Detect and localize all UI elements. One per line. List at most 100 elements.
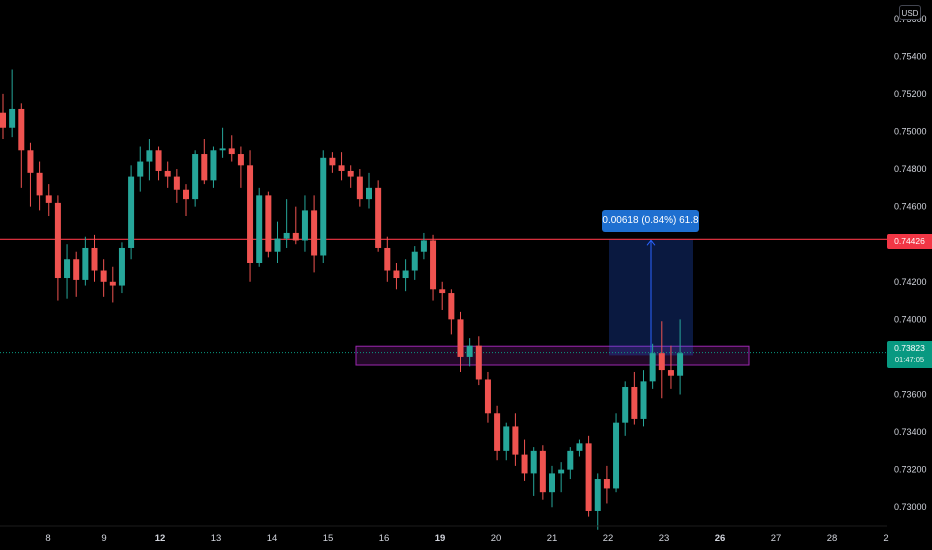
- candle: [64, 244, 71, 299]
- candle: [457, 311, 464, 372]
- candle: [530, 447, 537, 496]
- price-tick-label: 0.74800: [894, 164, 927, 174]
- candle: [45, 184, 52, 217]
- time-tick-label: 27: [771, 533, 782, 544]
- candle-body: [64, 259, 71, 279]
- candle-body: [274, 238, 281, 252]
- candle-body: [402, 270, 409, 279]
- candle-body: [338, 165, 345, 171]
- time-tick-label: 21: [547, 533, 558, 544]
- candle-body: [494, 413, 501, 451]
- price-tick-label: 0.75000: [894, 127, 927, 137]
- candle-body: [219, 148, 226, 151]
- candle-body: [137, 161, 144, 177]
- price-axis-background: [887, 0, 932, 550]
- candle: [228, 135, 235, 162]
- candle: [155, 146, 162, 181]
- candle: [173, 169, 180, 203]
- candle: [146, 139, 153, 181]
- measure-arrow-head: [646, 239, 656, 246]
- candle: [576, 439, 583, 457]
- candle-body: [347, 170, 354, 177]
- candle-body: [256, 195, 263, 263]
- time-tick-label: 28: [827, 533, 838, 544]
- currency-badge[interactable]: USD: [899, 5, 921, 20]
- candle: [631, 371, 638, 425]
- candle: [109, 266, 116, 303]
- candle-body: [420, 240, 427, 252]
- candle: [393, 263, 400, 290]
- candle-body: [356, 176, 363, 200]
- candle-body: [439, 289, 446, 294]
- candle-body: [201, 154, 208, 181]
- candle: [265, 191, 272, 258]
- candle-body: [658, 353, 665, 371]
- candle-body: [411, 251, 418, 271]
- time-tick-label: 12: [155, 533, 166, 544]
- price-tick-label: 0.73400: [894, 427, 927, 437]
- time-tick-label: 22: [603, 533, 614, 544]
- candle: [375, 180, 382, 252]
- price-axis[interactable]: 0.756000.754000.752000.750000.748000.746…: [887, 0, 932, 550]
- candle: [100, 259, 107, 297]
- candle: [503, 422, 510, 461]
- candle: [603, 465, 610, 504]
- candle-body: [164, 170, 171, 177]
- candle-body: [237, 154, 244, 166]
- candle-body: [18, 108, 25, 151]
- candle-body: [247, 165, 254, 263]
- candle: [475, 336, 482, 386]
- candle-body: [54, 202, 61, 279]
- candle-body: [192, 154, 199, 200]
- candle-body: [228, 148, 235, 155]
- price-tick-label: 0.74600: [894, 202, 927, 212]
- candle: [420, 232, 427, 260]
- time-tick-label: 20: [491, 533, 502, 544]
- candle-body: [430, 240, 437, 290]
- candle-body: [466, 345, 473, 357]
- candle-body: [457, 319, 464, 357]
- time-tick-label: 13: [211, 533, 222, 544]
- candle: [347, 165, 354, 188]
- current-price-value: 0.73823: [894, 343, 925, 353]
- candle: [539, 445, 546, 500]
- candle-body: [320, 157, 327, 256]
- candle-body: [475, 345, 482, 380]
- candle-body: [393, 270, 400, 279]
- candle-body: [0, 112, 6, 128]
- candle-body: [631, 386, 638, 419]
- candle: [183, 184, 189, 217]
- candle-body: [549, 473, 555, 493]
- candle-body: [155, 150, 162, 171]
- candle-body: [118, 247, 125, 286]
- candle-body: [91, 247, 98, 271]
- candle-body: [539, 450, 546, 493]
- candle: [301, 195, 308, 252]
- candle: [247, 150, 254, 282]
- candle-body: [603, 479, 610, 489]
- candle-body: [45, 195, 52, 203]
- candle: [82, 236, 89, 286]
- candle: [192, 150, 199, 207]
- candle-body: [585, 443, 592, 511]
- candle-body: [146, 150, 153, 162]
- candle-body: [567, 450, 574, 470]
- time-tick-label: 8: [45, 533, 50, 544]
- candle-body: [100, 270, 107, 282]
- price-tick-label: 0.74000: [894, 314, 927, 324]
- resistance-price-tag: 0.74426: [887, 234, 932, 249]
- candle-body: [36, 172, 43, 196]
- candle-body: [512, 426, 519, 455]
- candle: [567, 447, 574, 480]
- measure-tool-layer: [609, 239, 693, 356]
- time-tick-label: 19: [435, 533, 446, 544]
- candle-body: [311, 210, 318, 256]
- candle: [219, 127, 226, 158]
- candle: [649, 343, 656, 389]
- time-axis[interactable]: 8 9 12 13 14 15 16 19 20 21 22 23 26 27 28 2: [0, 525, 889, 544]
- candle: [430, 234, 437, 301]
- candle-body: [594, 479, 601, 511]
- candle-body: [384, 247, 391, 271]
- candle-body: [558, 469, 565, 474]
